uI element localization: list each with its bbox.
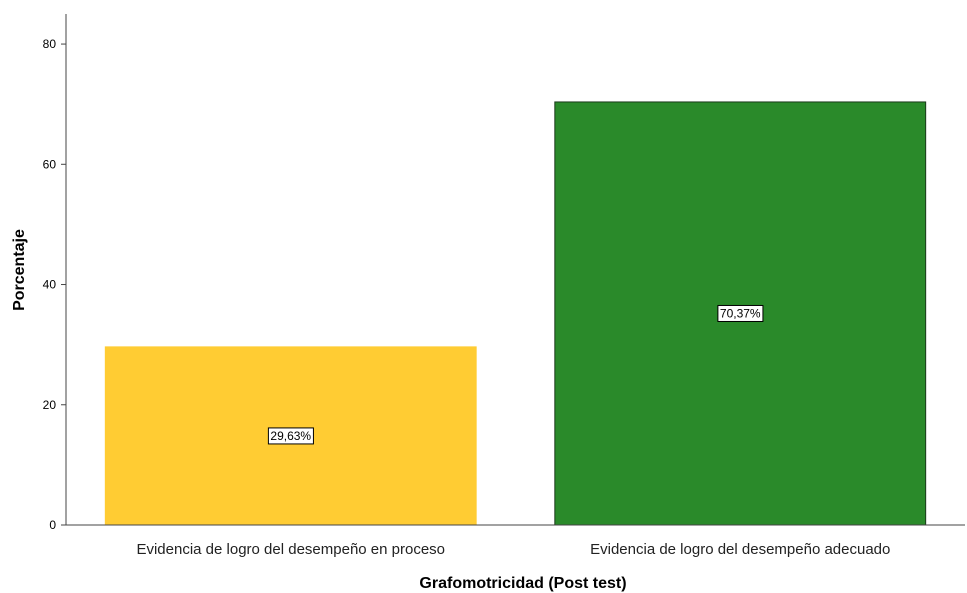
data-label-text: 29,63%	[270, 429, 311, 443]
y-tick-label: 60	[43, 157, 57, 171]
data-labels: 29,63% 70,37%	[267, 304, 764, 445]
y-axis: 0 20 40 60 80	[43, 14, 67, 532]
data-label-box	[267, 427, 314, 445]
y-axis-title: Porcentaje	[11, 229, 28, 311]
y-tick-label: 80	[43, 37, 57, 51]
x-category-label: Evidencia de logro del desempeño adecuad…	[590, 541, 890, 558]
x-axis-title: Grafomotricidad (Post test)	[419, 575, 626, 592]
data-label: 29,63%	[267, 427, 314, 445]
x-category-label: Evidencia de logro del desempeño en proc…	[136, 541, 445, 558]
data-label-text: 70,37%	[720, 306, 761, 320]
bars-layer	[104, 101, 927, 526]
data-label-box	[717, 304, 764, 322]
data-label: 70,37%	[717, 304, 764, 322]
x-axis: Evidencia de logro del desempeño en proc…	[66, 524, 965, 558]
y-tick-label: 0	[49, 518, 56, 532]
y-tick-label: 40	[43, 278, 57, 292]
y-tick-label: 20	[43, 398, 57, 412]
